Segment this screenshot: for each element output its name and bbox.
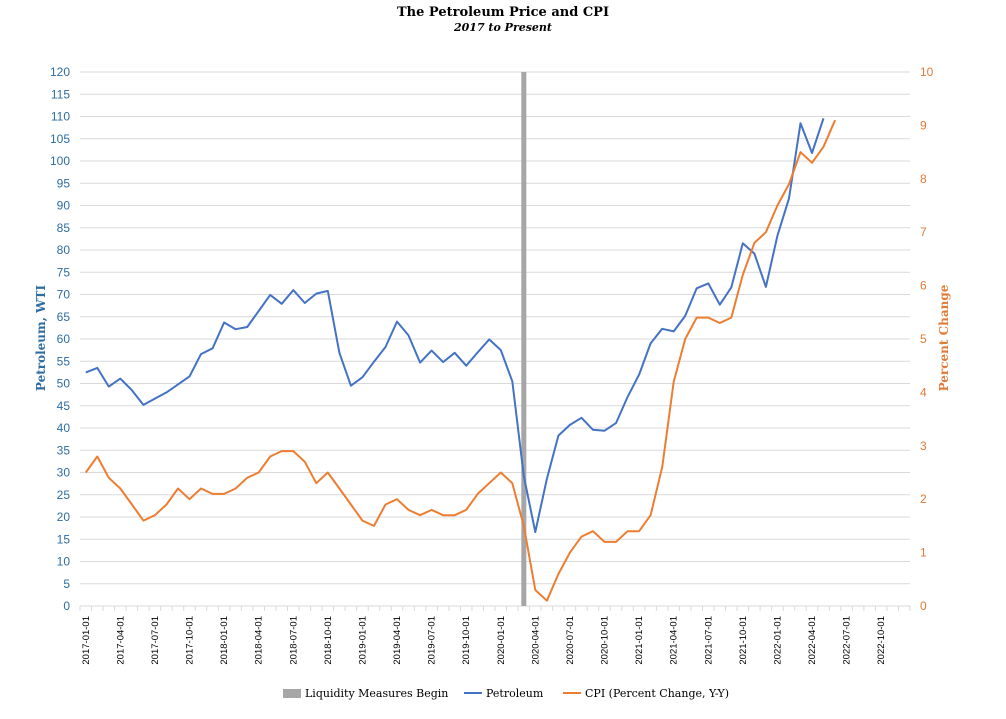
x-tick-label: 2021-10-01 — [738, 616, 749, 665]
x-tick-label: 2020-01-01 — [496, 616, 507, 665]
left-tick-label: 50 — [57, 377, 71, 391]
x-tick-label: 2019-04-01 — [392, 616, 403, 665]
right-tick-label: 0 — [920, 599, 927, 613]
x-tick-label: 2022-07-01 — [842, 616, 853, 665]
liquidity-marker-layer — [521, 72, 527, 606]
left-tick-label: 95 — [57, 176, 71, 190]
left-tick-label: 115 — [51, 87, 70, 101]
left-tick-label: 80 — [57, 243, 71, 257]
left-tick-label: 120 — [50, 65, 70, 79]
series-layer — [84, 117, 837, 602]
left-tick-label: 105 — [50, 132, 70, 146]
x-tick-label: 2021-04-01 — [669, 616, 680, 665]
x-axis-ticks: 2017-01-01 2017-04-01 2017-07-01 2017-10-01… — [79, 605, 911, 665]
left-tick-label: 110 — [51, 110, 70, 124]
left-axis-label: Petroleum, WTI — [34, 285, 48, 392]
x-tick-label: 2017-01-01 — [81, 616, 92, 665]
left-tick-label: 5 — [63, 577, 70, 591]
left-tick-label: 60 — [57, 332, 71, 346]
legend-label-petroleum: Petroleum — [486, 687, 544, 700]
left-tick-label: 70 — [57, 288, 71, 302]
left-tick-label: 10 — [57, 555, 71, 569]
legend-label-cpi: CPI (Percent Change, Y-Y) — [585, 687, 729, 700]
left-tick-label: 55 — [57, 354, 71, 368]
right-tick-label: 3 — [920, 439, 927, 453]
left-tick-label: 75 — [57, 265, 71, 279]
x-tick-label: 2020-10-01 — [600, 616, 611, 665]
x-tick-label: 2017-04-01 — [115, 616, 126, 665]
left-axis-ticks: 0 5 10 15 20 25 30 35 40 45 50 55 60 65 70 75 80 85 90 95 10… — [50, 65, 70, 613]
left-tick-label: 35 — [57, 443, 71, 457]
right-axis-ticks: 0 1 2 3 4 5 6 7 8 9 10 — [920, 65, 934, 613]
left-tick-label: 100 — [50, 154, 70, 168]
x-tick-label: 2017-07-01 — [150, 616, 161, 665]
x-tick-label: 2018-10-01 — [323, 616, 334, 665]
legend-swatch-liquidity — [283, 689, 301, 698]
x-tick-label: 2022-10-01 — [876, 616, 887, 665]
legend-label-liquidity: Liquidity Measures Begin — [305, 687, 448, 700]
right-tick-label: 9 — [920, 118, 927, 132]
x-tick-label: 2022-01-01 — [772, 616, 783, 665]
x-tick-label: 2021-01-01 — [634, 616, 645, 665]
x-tick-label: 2020-04-01 — [530, 616, 541, 665]
right-tick-label: 7 — [920, 225, 927, 239]
x-tick-label: 2018-04-01 — [254, 616, 265, 665]
x-tick-label: 2017-10-01 — [185, 616, 196, 665]
series-line-petroleum — [85, 117, 825, 534]
right-tick-label: 2 — [920, 492, 927, 506]
x-tick-label: 2022-04-01 — [807, 616, 818, 665]
x-tick-label: 2018-01-01 — [219, 616, 230, 665]
right-tick-label: 4 — [920, 385, 927, 399]
x-tick-label: 2019-07-01 — [427, 616, 438, 665]
x-tick-label: 2020-07-01 — [565, 616, 576, 665]
left-tick-label: 90 — [57, 199, 71, 213]
x-tick-label: 2018-07-01 — [288, 616, 299, 665]
left-tick-label: 30 — [57, 466, 71, 480]
left-tick-label: 85 — [57, 221, 71, 235]
x-tick-label: 2021-07-01 — [703, 616, 714, 665]
right-tick-label: 10 — [920, 65, 934, 79]
left-tick-label: 20 — [57, 510, 71, 524]
right-tick-label: 5 — [920, 332, 927, 346]
chart-title: The Petroleum Price and CPI — [397, 5, 609, 20]
gridlines — [80, 71, 910, 607]
left-tick-label: 45 — [57, 399, 71, 413]
chart-subtitle: 2017 to Present — [453, 21, 552, 34]
left-tick-label: 25 — [57, 488, 71, 502]
right-tick-label: 8 — [920, 172, 927, 186]
legend: Liquidity Measures Begin Petroleum CPI (… — [283, 687, 729, 700]
x-tick-label: 2019-01-01 — [357, 616, 368, 665]
left-tick-label: 0 — [63, 599, 70, 613]
liquidity-marker-bar — [521, 72, 527, 606]
right-tick-label: 6 — [920, 279, 927, 293]
series-line-cpi-percent-change-y-y — [84, 119, 837, 602]
right-tick-label: 1 — [920, 546, 927, 560]
left-tick-label: 15 — [57, 532, 71, 546]
left-tick-label: 65 — [57, 310, 71, 324]
right-axis-label: Percent Change — [937, 284, 951, 391]
x-tick-label: 2019-10-01 — [461, 616, 472, 665]
left-tick-label: 40 — [57, 421, 71, 435]
